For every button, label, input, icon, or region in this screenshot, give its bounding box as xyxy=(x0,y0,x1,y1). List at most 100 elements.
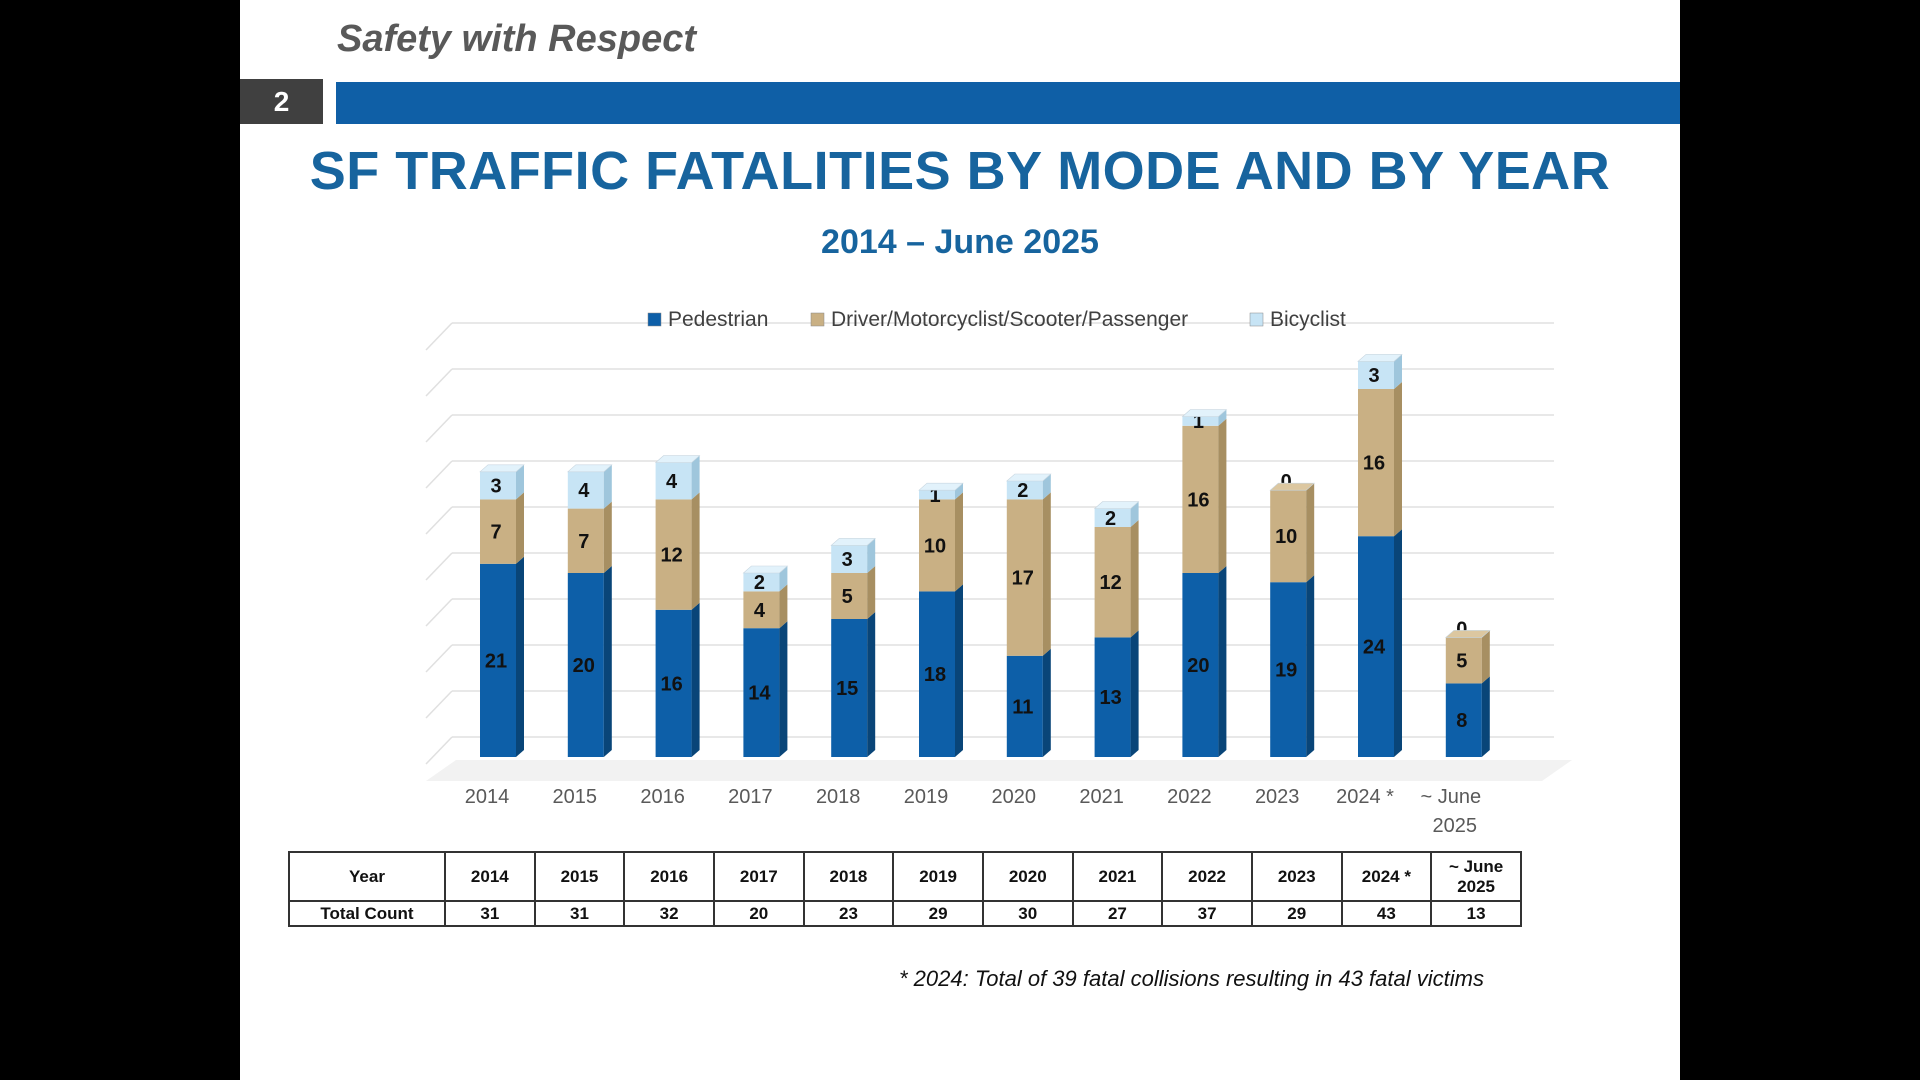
bar-side xyxy=(1218,418,1227,573)
data-label: 20 xyxy=(573,655,595,677)
data-label: 3 xyxy=(842,549,853,571)
bar-side xyxy=(867,538,876,573)
bar-side xyxy=(867,566,876,619)
bar-segment xyxy=(919,591,955,757)
bar-side xyxy=(603,501,612,573)
bar-segment xyxy=(1094,527,1131,638)
bar-side xyxy=(955,492,963,592)
data-label: 3 xyxy=(490,476,501,498)
bar-segment xyxy=(743,628,780,757)
bar-top xyxy=(742,565,789,574)
data-label: 0 xyxy=(1456,618,1467,640)
table-cell-year: 2019 xyxy=(892,851,984,902)
bar-top xyxy=(918,482,964,491)
bar-segment xyxy=(1270,582,1307,757)
bar-segment xyxy=(480,563,516,757)
bar-top xyxy=(1357,354,1403,362)
legend-swatch xyxy=(1249,312,1264,327)
gridline xyxy=(425,644,453,673)
data-label: 12 xyxy=(660,545,682,567)
table-cell-total: 37 xyxy=(1161,900,1253,927)
bar-top xyxy=(1181,409,1228,417)
data-label: 2 xyxy=(1105,508,1116,530)
data-label: 5 xyxy=(1456,650,1467,672)
bar-segment xyxy=(567,573,604,757)
gridline xyxy=(425,506,453,535)
x-tick-label: 2025 xyxy=(1433,815,1478,837)
bar-side xyxy=(955,584,963,757)
gridline xyxy=(425,322,453,351)
x-tick-label: 2021 xyxy=(1079,786,1124,808)
bar-side xyxy=(955,483,963,500)
bar-segment xyxy=(1182,425,1219,573)
data-label: 20 xyxy=(1187,655,1209,677)
bar-side xyxy=(516,556,524,757)
bar-side xyxy=(867,612,876,757)
bar-segment xyxy=(743,573,780,592)
table-cell-year: 2023 xyxy=(1250,851,1343,902)
table-cell-total: 32 xyxy=(623,900,715,927)
totals-table: Year 2014 2015 2016 2017 2018 2019 2020 2021 202… xyxy=(288,851,1522,927)
bar-segment xyxy=(831,573,868,619)
x-tick-label: 2024 * xyxy=(1336,786,1394,808)
legend-label: Driver/Motorcyclist/Scooter/Passenger xyxy=(831,308,1188,331)
bar-segment xyxy=(655,499,692,610)
table-cell-total: 43 xyxy=(1340,900,1433,927)
bar-top xyxy=(567,464,613,473)
table-cell-total: 31 xyxy=(444,900,536,927)
bar-segment xyxy=(567,508,604,573)
data-label: 14 xyxy=(748,683,771,705)
bar-side xyxy=(603,464,612,509)
bar-segment xyxy=(831,545,868,573)
table-cell-total: 13 xyxy=(1430,900,1522,927)
bar-top xyxy=(479,464,525,473)
x-tick-label: 2015 xyxy=(553,786,598,808)
chart-title: SF TRAFFIC FATALITIES BY MODE AND BY YEA… xyxy=(309,141,1611,201)
data-label: 16 xyxy=(1363,453,1385,475)
chart-subtitle: 2014 – June 2025 xyxy=(821,223,1099,261)
data-label: 3 xyxy=(1368,365,1379,387)
data-label: 21 xyxy=(485,650,507,672)
bar-side xyxy=(779,584,788,629)
footnote: * 2024: Total of 39 fatal collisions res… xyxy=(899,966,1484,991)
data-label: 4 xyxy=(666,471,678,493)
bar-side xyxy=(691,492,700,610)
bar-segment xyxy=(919,499,955,592)
data-label: 7 xyxy=(578,531,589,553)
data-label: 24 xyxy=(1363,637,1386,659)
bar-segment xyxy=(1445,637,1482,684)
bar-side xyxy=(1481,676,1490,757)
data-label: 10 xyxy=(924,535,946,557)
data-label: 16 xyxy=(1187,489,1209,511)
x-tick-label: 2018 xyxy=(816,786,861,808)
bar-side xyxy=(516,464,524,500)
bar-side xyxy=(603,566,612,757)
bar-top xyxy=(1445,630,1491,638)
bar-side xyxy=(779,566,788,592)
table-cell-total: 29 xyxy=(892,900,984,927)
bar-segment xyxy=(655,462,692,500)
table-cell-total: 20 xyxy=(712,900,805,927)
legend-label: Bicyclist xyxy=(1270,308,1346,331)
table-cell-year: 2017 xyxy=(712,851,805,902)
bar-side xyxy=(1218,566,1227,757)
bar-top xyxy=(654,455,701,463)
table-cell-year: 2021 xyxy=(1071,851,1164,902)
bar-segment xyxy=(1358,536,1394,757)
bar-side xyxy=(1042,474,1051,500)
bar-segment xyxy=(480,471,516,500)
x-tick-label: ~ June xyxy=(1420,786,1481,808)
gridline xyxy=(425,368,453,397)
data-label: 12 xyxy=(1099,572,1121,594)
bar-segment xyxy=(1358,389,1394,537)
data-label: 18 xyxy=(924,664,946,686)
bar-segment xyxy=(1006,655,1043,757)
bar-side xyxy=(1042,648,1051,757)
x-tick-label: 2019 xyxy=(904,786,949,808)
data-label: 16 xyxy=(660,673,682,695)
bar-segment xyxy=(567,471,604,509)
x-tick-label: 2022 xyxy=(1167,786,1212,808)
chart-floor xyxy=(426,760,1572,781)
table-row-years: Year 2014 2015 2016 2017 2018 2019 2020 2021 202… xyxy=(288,851,1522,902)
x-tick-label: 2023 xyxy=(1255,786,1300,808)
